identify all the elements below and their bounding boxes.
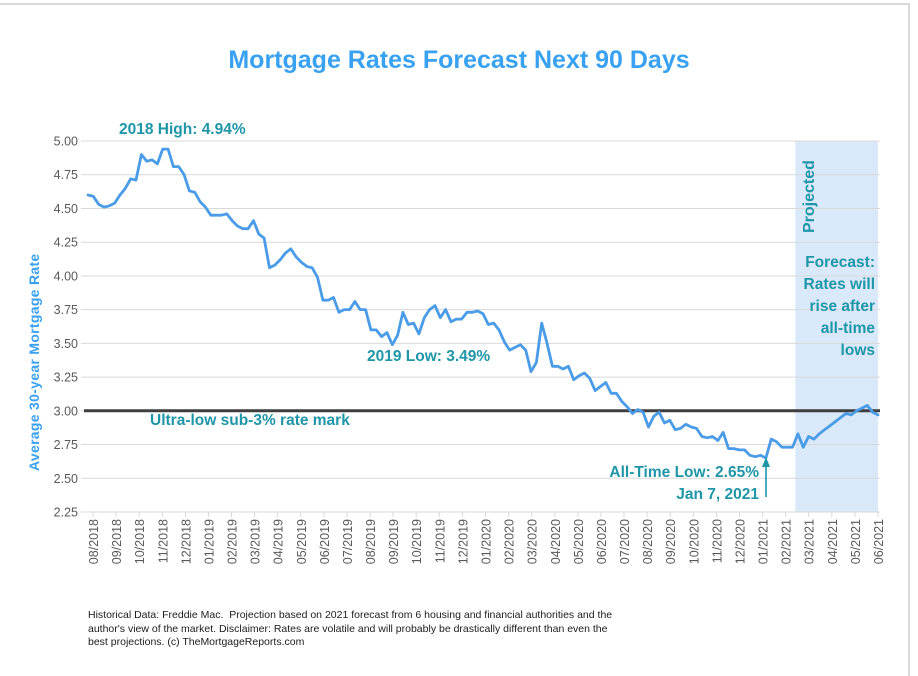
x-tick-label: 07/2020 <box>618 519 632 564</box>
x-tick-label: 01/2019 <box>202 519 216 564</box>
x-tick-label: 12/2019 <box>456 519 470 564</box>
y-tick-label: 2.50 <box>54 472 78 486</box>
x-tick-label: 06/2021 <box>872 519 886 564</box>
x-tick-label: 03/2019 <box>249 519 263 564</box>
source-disclaimer-text: Historical Data: Freddie Mac. Projection… <box>88 609 616 648</box>
x-tick-label: 11/2019 <box>433 519 447 563</box>
x-tick-label: 10/2019 <box>410 519 424 564</box>
x-tick-label: 02/2019 <box>226 519 240 564</box>
x-tick-label: 10/2018 <box>133 519 147 564</box>
y-tick-label: 4.50 <box>54 202 78 216</box>
x-tick-label: 01/2020 <box>480 519 494 564</box>
x-tick-label: 10/2020 <box>687 519 701 564</box>
x-tick-label: 04/2019 <box>272 519 286 564</box>
y-tick-label: 3.50 <box>54 337 78 351</box>
x-tick-label: 01/2021 <box>757 519 771 564</box>
x-tick-label: 09/2018 <box>110 519 124 564</box>
projection-band <box>795 141 878 512</box>
y-tick-label: 3.00 <box>54 404 78 418</box>
x-tick-label: 02/2021 <box>780 519 794 564</box>
x-tick-label: 05/2021 <box>849 519 863 564</box>
x-tick-label: 05/2019 <box>295 519 309 564</box>
x-tick-label: 04/2021 <box>826 519 840 564</box>
x-tick-label: 06/2019 <box>318 519 332 564</box>
y-tick-label: 4.00 <box>54 269 78 283</box>
x-tick-label: 04/2020 <box>549 519 563 564</box>
y-tick-label: 4.75 <box>54 168 78 182</box>
y-tick-label: 5.00 <box>54 135 78 149</box>
rate-line <box>86 147 880 460</box>
projected-band-label: Projected <box>801 160 818 233</box>
x-tick-label: 06/2020 <box>595 519 609 564</box>
annotation-2018-high: 2018 High: 4.94% <box>119 121 246 138</box>
annotation-all-time-low: All-Time Low: 2.65% <box>609 464 759 481</box>
all-time-low-arrowhead <box>762 457 770 467</box>
x-tick-label: 03/2020 <box>526 519 540 564</box>
page-title: Mortgage Rates Forecast Next 90 Days <box>228 46 690 74</box>
y-tick-label: 3.75 <box>54 303 78 317</box>
x-tick-label: 08/2020 <box>641 519 655 564</box>
x-tick-label: 12/2018 <box>179 519 193 564</box>
x-tick-label: 08/2018 <box>87 519 101 564</box>
y-tick-label: 2.25 <box>54 506 78 520</box>
annotation-all-time-low-date: Jan 7, 2021 <box>676 486 759 503</box>
y-tick-label: 2.75 <box>54 438 78 452</box>
x-tick-label: 09/2019 <box>387 519 401 564</box>
x-tick-label: 03/2021 <box>803 519 817 564</box>
x-tick-label: 07/2019 <box>341 519 355 564</box>
forecast-note: Forecast: Rates will rise after all-time… <box>803 254 876 359</box>
y-tick-label: 4.25 <box>54 236 78 250</box>
x-tick-label: 02/2020 <box>503 519 517 564</box>
x-tick-label: 12/2020 <box>734 519 748 564</box>
x-tick-label: 05/2020 <box>572 519 586 564</box>
y-tick-label: 3.25 <box>54 371 78 385</box>
x-tick-label: 08/2019 <box>364 519 378 564</box>
x-tick-label: 09/2020 <box>664 519 678 564</box>
annotation-2019-low: 2019 Low: 3.49% <box>367 348 491 365</box>
x-tick-label: 11/2020 <box>710 519 724 563</box>
x-tick-label: 11/2018 <box>156 519 170 563</box>
annotation-sub3-rate-mark: Ultra-low sub-3% rate mark <box>150 412 350 429</box>
